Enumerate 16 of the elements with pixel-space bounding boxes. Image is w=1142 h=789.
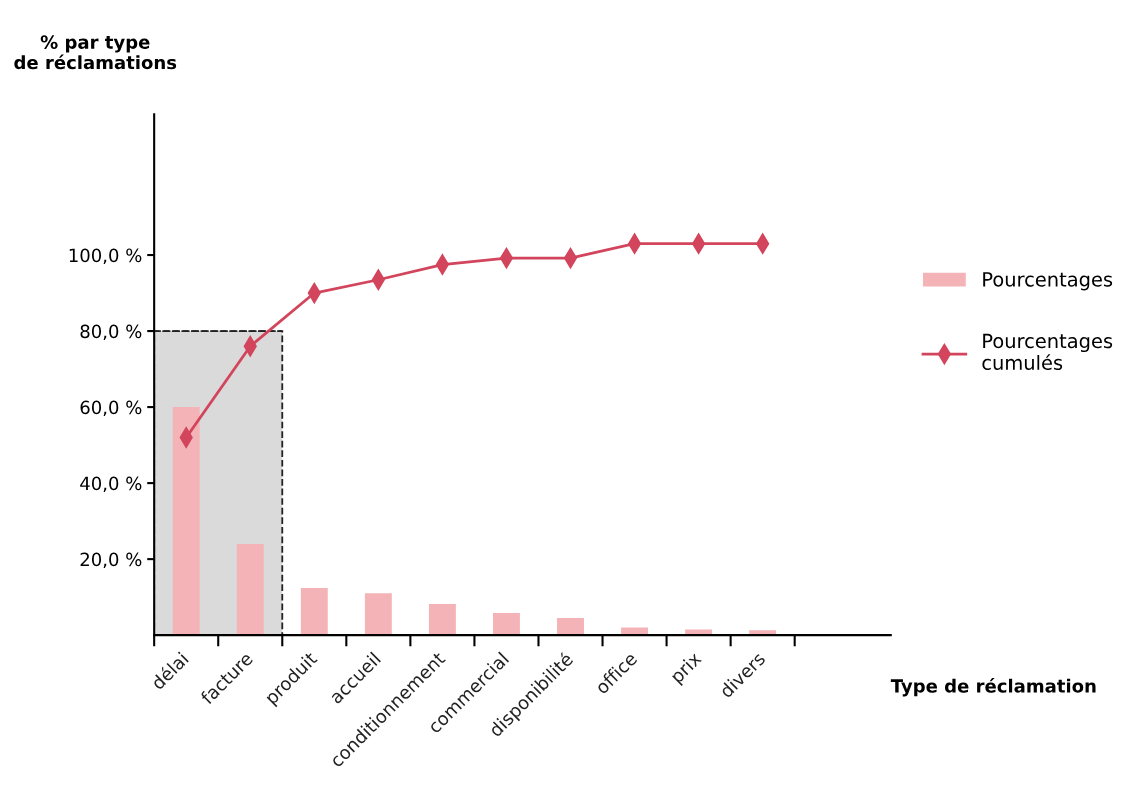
- legend-label: Pourcentages: [983, 272, 1113, 291]
- bar: [428, 603, 456, 636]
- y-tick-label: 80,0 %: [80, 324, 142, 341]
- bar: [236, 543, 264, 636]
- bar: [493, 613, 520, 636]
- y-tick-label: 20,0 %: [80, 552, 142, 569]
- bar: [172, 407, 200, 636]
- text: Type de réclamation: [890, 678, 1096, 697]
- y-tick-label: 100,0 %: [69, 248, 142, 264]
- bar: [364, 593, 392, 636]
- bar: [557, 618, 584, 636]
- legend-label: Pourcentages cumulés: [982, 333, 1113, 371]
- y-tick-label: 60,0 %: [80, 400, 142, 417]
- bar: [300, 588, 328, 636]
- y-tick-label: 40,0 %: [80, 476, 142, 493]
- y-axis-title: % par type de réclamations: [14, 35, 177, 70]
